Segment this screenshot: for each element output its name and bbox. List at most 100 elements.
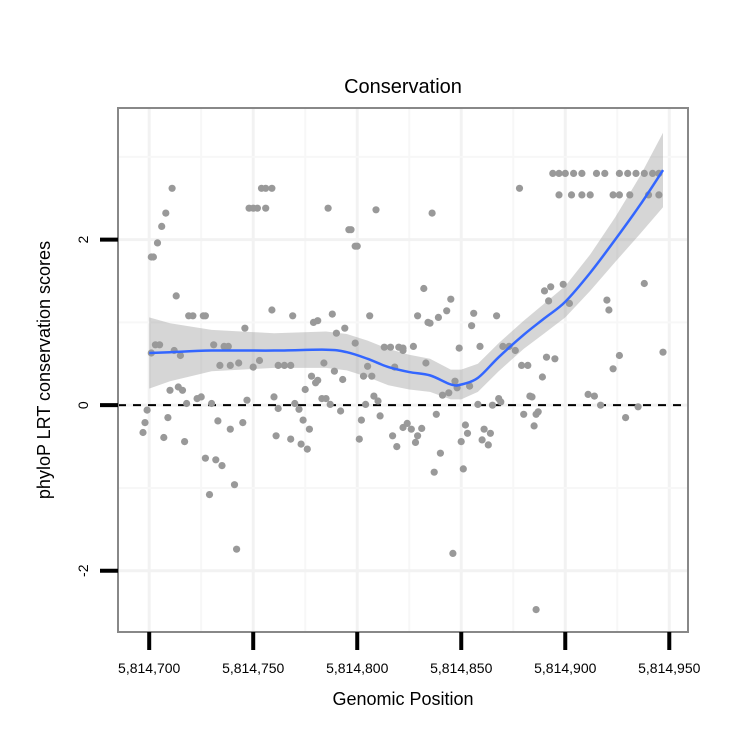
data-point xyxy=(461,421,469,429)
data-point xyxy=(357,416,365,424)
smooth-line xyxy=(149,169,665,387)
data-point xyxy=(597,401,605,409)
data-point xyxy=(626,191,634,199)
data-point xyxy=(253,204,261,212)
data-point xyxy=(518,361,526,369)
data-point xyxy=(153,239,162,247)
data-point xyxy=(307,372,316,380)
data-point xyxy=(432,410,440,418)
x-tick-label: 5,814,850 xyxy=(430,660,492,676)
data-point xyxy=(156,341,164,349)
data-point xyxy=(443,307,451,315)
data-point xyxy=(339,375,347,384)
data-point xyxy=(468,322,476,330)
data-point xyxy=(201,312,209,320)
data-point xyxy=(226,361,234,369)
data-point xyxy=(287,435,295,443)
data-point xyxy=(176,351,184,360)
y-tick-label: -2 xyxy=(75,564,91,577)
data-point xyxy=(528,393,536,401)
data-point xyxy=(561,169,569,177)
data-point xyxy=(241,324,249,332)
data-point xyxy=(368,372,376,380)
data-point xyxy=(455,344,463,352)
data-point xyxy=(422,359,430,367)
x-axis: 5,814,700 5,814,750 5,814,800 5,814,850 5,81… xyxy=(118,632,701,676)
data-point xyxy=(578,191,586,199)
data-point xyxy=(218,462,226,470)
data-point xyxy=(158,222,166,230)
data-point xyxy=(376,412,384,420)
data-point xyxy=(364,362,372,370)
data-point xyxy=(634,403,642,411)
data-point xyxy=(459,465,467,473)
data-point xyxy=(403,419,411,427)
data-point xyxy=(166,386,174,394)
data-point xyxy=(532,410,540,418)
data-point xyxy=(197,393,205,401)
data-point xyxy=(659,348,667,356)
data-point xyxy=(274,361,282,369)
data-point xyxy=(337,407,345,415)
data-point xyxy=(480,425,488,433)
data-point xyxy=(609,365,617,373)
data-point xyxy=(380,343,388,351)
data-point xyxy=(584,390,592,398)
data-point xyxy=(418,424,426,432)
data-point xyxy=(280,361,288,369)
data-point xyxy=(414,312,422,320)
x-tick-label: 5,814,900 xyxy=(534,660,596,676)
data-point xyxy=(183,399,191,408)
data-point xyxy=(632,169,640,177)
data-point xyxy=(216,361,224,369)
data-point xyxy=(143,406,151,414)
data-point xyxy=(303,445,311,453)
data-point xyxy=(436,449,444,457)
data-point xyxy=(605,306,613,314)
data-point xyxy=(555,191,563,199)
data-point xyxy=(438,391,447,399)
data-point xyxy=(586,191,594,199)
data-point xyxy=(445,389,453,397)
plot-panel-border xyxy=(117,107,689,633)
data-point xyxy=(312,379,320,387)
data-point xyxy=(366,312,374,320)
data-point xyxy=(189,312,197,320)
data-point xyxy=(615,191,624,199)
data-point xyxy=(592,169,601,177)
data-point xyxy=(409,342,417,350)
data-point xyxy=(224,342,232,350)
data-point xyxy=(291,399,299,408)
data-point xyxy=(474,400,482,408)
data-points xyxy=(139,169,667,614)
data-point xyxy=(655,191,663,199)
data-point xyxy=(351,339,359,347)
data-point xyxy=(162,209,170,217)
data-point xyxy=(262,184,270,192)
data-point xyxy=(168,184,176,192)
smooth-curve xyxy=(149,169,665,387)
data-point xyxy=(239,419,247,427)
data-point xyxy=(447,295,455,303)
data-point xyxy=(486,429,494,437)
y-tick-label: 0 xyxy=(75,401,91,409)
data-point xyxy=(590,392,599,400)
data-point xyxy=(332,329,340,337)
data-point xyxy=(493,312,501,320)
data-point xyxy=(322,395,330,403)
data-point xyxy=(567,191,576,199)
y-axis-label: phyloP LRT conservation scores xyxy=(34,241,54,499)
data-point xyxy=(542,353,551,361)
data-point xyxy=(463,429,472,437)
x-tick-label: 5,814,700 xyxy=(118,660,180,676)
data-point xyxy=(520,410,528,418)
data-point xyxy=(359,372,368,380)
data-point xyxy=(449,549,457,558)
data-point xyxy=(551,355,559,363)
data-point xyxy=(347,226,355,234)
data-point xyxy=(476,342,484,350)
data-point xyxy=(230,481,239,489)
data-point xyxy=(389,432,397,440)
data-point xyxy=(411,438,420,446)
data-point xyxy=(212,456,220,464)
